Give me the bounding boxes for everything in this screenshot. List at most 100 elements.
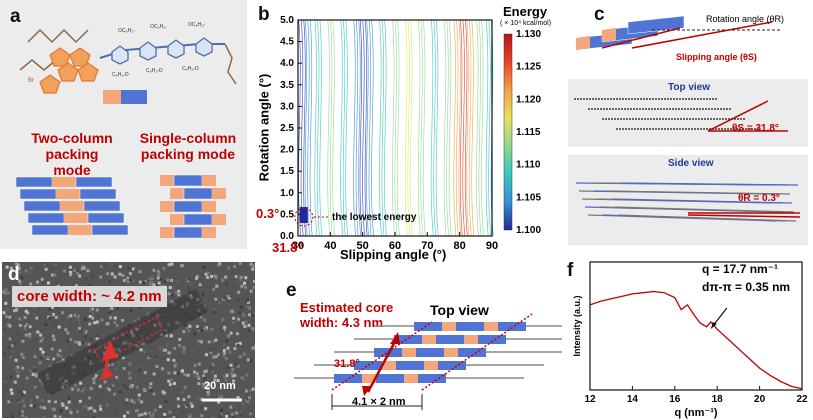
noise-dot: [210, 327, 214, 331]
noise-dot: [232, 262, 236, 266]
noise-dot: [117, 361, 121, 365]
noise-dot: [238, 341, 242, 345]
noise-dot: [236, 343, 240, 347]
noise-dot: [32, 404, 36, 408]
noise-dot: [106, 272, 110, 276]
noise-dot: [130, 399, 134, 403]
contour-line: [381, 19, 385, 237]
noise-dot: [248, 306, 252, 310]
top-view-box: Top view θS = 31.8°: [568, 79, 808, 147]
noise-dot: [66, 335, 70, 339]
noise-dot: [17, 279, 21, 283]
noise-dot: [20, 410, 24, 414]
peak-arrowhead: [710, 322, 717, 329]
noise-dot: [128, 376, 132, 380]
noise-dot: [7, 345, 11, 349]
noise-dot: [71, 338, 75, 342]
noise-dot: [84, 335, 88, 339]
noise-dot: [241, 399, 245, 403]
noise-dot: [9, 355, 13, 359]
noise-dot: [41, 337, 45, 341]
noise-dot: [7, 400, 11, 404]
contour-line: [455, 19, 459, 237]
noise-dot: [232, 379, 236, 383]
noise-dot: [158, 277, 162, 281]
tem-image: [2, 262, 255, 418]
noise-dot: [126, 410, 130, 414]
noise-dot: [67, 403, 71, 407]
contour-line: [407, 19, 411, 237]
noise-dot: [66, 339, 70, 343]
noise-dot: [206, 392, 210, 396]
noise-dot: [254, 312, 255, 316]
colorbar-tick-label: 1.120: [516, 94, 541, 105]
noise-dot: [199, 315, 203, 319]
noise-dot: [157, 271, 161, 275]
noise-dot: [128, 272, 132, 276]
slip-rotation-schematic: [575, 15, 782, 51]
noise-dot: [103, 380, 107, 384]
noise-dot: [252, 285, 255, 289]
noise-dot: [59, 354, 63, 358]
noise-dot: [20, 276, 24, 280]
noise-dot: [204, 353, 208, 357]
noise-dot: [53, 414, 57, 418]
noise-dot: [214, 354, 218, 358]
panel-d-label: d: [8, 264, 20, 285]
noise-dot: [252, 279, 255, 283]
noise-dot: [98, 384, 102, 388]
molecule-line: [617, 214, 797, 222]
noise-dot: [81, 341, 85, 345]
contour-line: [345, 19, 349, 237]
noise-dot: [61, 311, 65, 315]
noise-dot: [137, 305, 141, 309]
stack-block: [173, 226, 203, 239]
stack-block: [183, 187, 213, 200]
noise-dot: [227, 334, 231, 338]
noise-dot: [233, 347, 237, 351]
noise-dot: [181, 410, 185, 414]
noise-dot: [170, 278, 174, 282]
stack-block: [396, 361, 424, 370]
noise-dot: [150, 414, 154, 418]
noise-dot: [60, 402, 64, 406]
noise-dot: [173, 371, 177, 375]
noise-dot: [221, 338, 225, 342]
noise-dot: [16, 370, 20, 374]
noise-dot: [174, 291, 178, 295]
noise-dot: [225, 414, 229, 418]
panel-b-label: b: [258, 4, 270, 25]
noise-dot: [232, 283, 236, 287]
noise-dot: [203, 318, 207, 322]
noise-dot: [222, 349, 226, 353]
noise-dot: [88, 316, 92, 320]
noise-dot: [121, 274, 125, 278]
noise-dot: [42, 416, 46, 418]
noise-dot: [195, 275, 199, 279]
top-view-e-label: Top view: [430, 302, 489, 318]
noise-dot: [31, 372, 35, 376]
noise-dot: [254, 344, 255, 348]
contour-line: [458, 19, 462, 237]
noise-dot: [192, 370, 196, 374]
noise-dot: [206, 387, 210, 391]
noise-dot: [218, 414, 222, 418]
noise-dot: [38, 361, 42, 365]
colorbar-tick-label: 1.125: [516, 62, 541, 73]
noise-dot: [96, 375, 100, 379]
contour-line: [443, 19, 447, 237]
noise-dot: [9, 375, 13, 379]
rotation-axis-label: Rotation angle (°): [256, 73, 272, 182]
noise-dot: [98, 404, 102, 408]
colorbar-tick-label: 1.110: [516, 160, 541, 171]
noise-dot: [238, 262, 242, 266]
noise-dot: [83, 317, 87, 321]
noise-dot: [193, 363, 197, 367]
contour-line: [329, 19, 333, 237]
stack-block: [83, 200, 121, 212]
contour-line: [362, 19, 366, 237]
noise-dot: [76, 385, 80, 389]
y-tick-label: 4.0: [280, 58, 294, 69]
stack-block: [442, 322, 456, 331]
noise-dot: [236, 364, 240, 368]
